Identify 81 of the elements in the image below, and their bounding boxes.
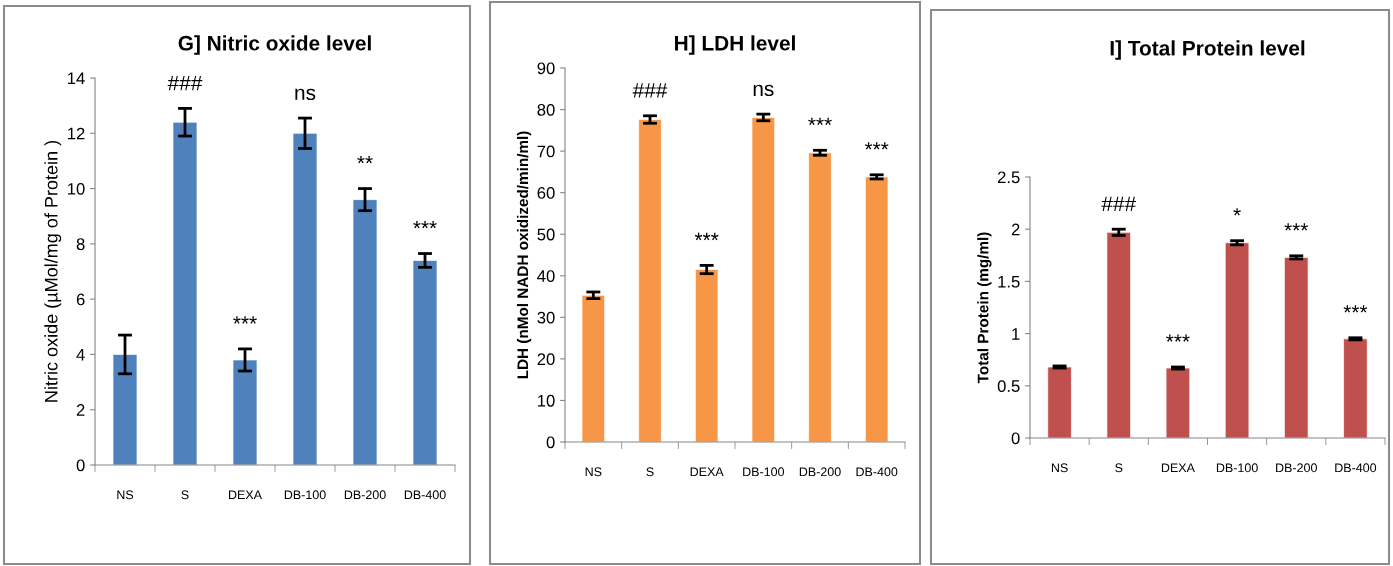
y-tick-label: 6 bbox=[76, 293, 85, 306]
annotation: *** bbox=[233, 316, 257, 324]
annotation: ns bbox=[295, 88, 316, 101]
y-axis-title: LDH (nMol NADH oxidized/min/ml) bbox=[516, 131, 532, 379]
x-tick-label: S bbox=[646, 467, 654, 477]
bar bbox=[1106, 231, 1131, 438]
annotation: ### bbox=[1101, 196, 1137, 211]
bar bbox=[808, 152, 832, 442]
annotation: *** bbox=[864, 142, 889, 150]
x-tick-label: NS bbox=[117, 490, 134, 500]
y-tick-label: 40 bbox=[537, 270, 555, 282]
bar bbox=[352, 199, 378, 465]
bar bbox=[1343, 338, 1368, 438]
annotation: ** bbox=[357, 156, 373, 164]
x-tick-label: DB-200 bbox=[344, 490, 386, 500]
bar bbox=[581, 294, 606, 442]
x-tick-label: DB-200 bbox=[799, 467, 841, 477]
x-tick-label: DB-100 bbox=[284, 490, 326, 500]
bar bbox=[751, 117, 776, 442]
x-tick-label: S bbox=[1115, 463, 1123, 473]
y-tick-label: 10 bbox=[538, 394, 555, 407]
y-tick-label: 10 bbox=[68, 182, 85, 195]
bar bbox=[412, 260, 438, 465]
x-tick-label: DB-400 bbox=[1335, 463, 1377, 473]
y-tick-label: 14 bbox=[68, 72, 85, 85]
x-tick-label: DB-400 bbox=[404, 490, 446, 500]
bar bbox=[638, 119, 662, 442]
x-tick-label: DB-100 bbox=[1216, 463, 1258, 473]
y-tick-label: 2.5 bbox=[997, 171, 1020, 184]
x-tick-label: NS bbox=[1051, 463, 1068, 473]
y-axis-title: Nitric oxide (µMol/mg of Protein ) bbox=[44, 140, 62, 402]
bar bbox=[172, 121, 198, 465]
bar bbox=[292, 132, 318, 465]
chart-title: G] Nitric oxide level bbox=[178, 35, 371, 55]
bar bbox=[1284, 257, 1309, 438]
y-tick-label: 0 bbox=[546, 436, 555, 449]
x-tick-label: DB-100 bbox=[743, 467, 785, 477]
y-tick-label: 0 bbox=[76, 459, 85, 472]
bar bbox=[232, 359, 258, 465]
bar bbox=[694, 269, 719, 442]
annotation: *** bbox=[1343, 305, 1368, 313]
x-tick-label: DEXA bbox=[1161, 463, 1195, 473]
annotation: *** bbox=[413, 220, 437, 229]
y-tick-label: 2 bbox=[1011, 223, 1020, 236]
y-tick-label: 12 bbox=[68, 127, 85, 140]
y-tick-label: 70 bbox=[537, 145, 555, 158]
chart-title: H] LDH level bbox=[675, 35, 795, 55]
y-tick-label: 2 bbox=[76, 404, 85, 416]
annotation: *** bbox=[1166, 334, 1190, 342]
y-axis-title: Total Protein (mg/ml) bbox=[977, 232, 992, 384]
y-tick-label: 0.5 bbox=[997, 380, 1020, 392]
y-tick-label: 20 bbox=[537, 353, 555, 366]
bar bbox=[1165, 367, 1191, 438]
annotation: * bbox=[1233, 208, 1241, 216]
bar bbox=[1224, 242, 1250, 438]
y-tick-label: 4 bbox=[76, 349, 85, 361]
x-tick-label: DEXA bbox=[690, 467, 724, 477]
bar bbox=[1047, 366, 1072, 438]
y-tick-label: 60 bbox=[537, 187, 555, 199]
y-tick-label: 1 bbox=[1012, 328, 1020, 340]
x-tick-label: DB-200 bbox=[1276, 463, 1317, 473]
bar bbox=[112, 354, 138, 465]
x-tick-label: S bbox=[181, 490, 189, 500]
y-tick-label: 1.5 bbox=[998, 275, 1020, 288]
y-tick-label: 30 bbox=[537, 311, 555, 324]
chart-title: I] Total Protein level bbox=[1110, 40, 1305, 60]
annotation: *** bbox=[808, 117, 832, 126]
y-tick-label: 50 bbox=[537, 228, 555, 241]
y-tick-label: 8 bbox=[76, 238, 85, 251]
y-tick-label: 0 bbox=[1011, 432, 1020, 445]
x-tick-label: DB-400 bbox=[856, 467, 898, 477]
x-tick-label: NS bbox=[585, 467, 602, 477]
annotation: ### bbox=[167, 75, 203, 91]
x-tick-label: DEXA bbox=[229, 490, 262, 500]
annotation: ns bbox=[753, 84, 774, 97]
annotation: *** bbox=[694, 232, 719, 241]
bar bbox=[864, 176, 889, 442]
y-tick-label: 80 bbox=[537, 103, 555, 116]
annotation: *** bbox=[1284, 223, 1309, 231]
y-tick-label: 90 bbox=[537, 62, 555, 75]
annotation: ### bbox=[632, 83, 668, 98]
